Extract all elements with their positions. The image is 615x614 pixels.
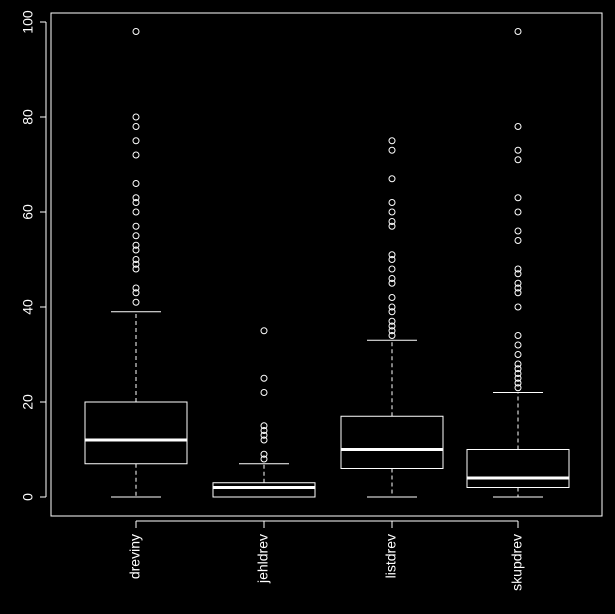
y-axis: 0 20 40 60 80 100 — [20, 10, 47, 501]
y-tick-label: 80 — [20, 109, 36, 125]
outlier-point — [260, 450, 268, 458]
outlier-point — [132, 123, 140, 130]
outlier-point — [514, 370, 522, 377]
outlier-point — [132, 241, 140, 249]
outlier-point — [260, 455, 268, 463]
outlier-point — [132, 194, 140, 202]
y-tick-label: 20 — [20, 394, 36, 410]
outlier-point — [388, 332, 396, 339]
outlier-point — [260, 422, 268, 430]
x-tick-label: jehldrev — [255, 534, 271, 584]
y-tick-label: 60 — [20, 204, 36, 220]
outlier-point — [388, 175, 396, 183]
outlier-point — [132, 232, 140, 240]
outlier-point — [388, 308, 396, 316]
box-iqr — [466, 449, 570, 488]
outlier-point — [260, 427, 268, 434]
outlier-point — [132, 265, 140, 273]
boxes — [84, 28, 570, 498]
box-group-listdrev — [340, 137, 444, 498]
outlier-point — [514, 289, 522, 297]
outlier-point — [388, 251, 396, 259]
y-tick-label: 0 — [20, 493, 36, 501]
box-iqr — [340, 415, 444, 469]
outlier-point — [132, 256, 140, 263]
outlier-point — [132, 137, 140, 145]
box-iqr — [212, 482, 316, 498]
outlier-point — [514, 156, 522, 164]
outlier-point — [260, 431, 268, 439]
box-iqr — [84, 401, 188, 465]
outlier-point — [132, 28, 140, 35]
outlier-point — [514, 284, 522, 292]
outlier-point — [514, 379, 522, 387]
box-group-skupdrev — [466, 28, 570, 498]
plot-frame — [50, 12, 603, 517]
outlier-point — [514, 265, 522, 273]
outlier-point — [514, 227, 522, 235]
outlier-point — [260, 374, 268, 382]
box-group-dreviny — [84, 28, 188, 498]
x-tick-label: listdrev — [383, 534, 399, 578]
box-group-jehldrev — [212, 327, 316, 498]
outlier-point — [388, 322, 396, 330]
outlier-point — [388, 222, 396, 230]
outlier-point — [388, 279, 396, 287]
outlier-point — [388, 303, 396, 311]
outlier-point — [514, 28, 522, 35]
outlier-point — [388, 275, 396, 282]
outlier-point — [132, 180, 140, 187]
outlier-point — [132, 208, 140, 216]
x-tick-label: skupdrev — [509, 534, 525, 591]
outlier-point — [514, 123, 522, 130]
outlier-point — [132, 246, 140, 254]
outlier-point — [388, 199, 396, 206]
outlier-point — [388, 137, 396, 145]
x-tick-label: dreviny — [127, 534, 143, 579]
outlier-point — [388, 218, 396, 225]
outlier-point — [514, 279, 522, 287]
outlier-point — [388, 208, 396, 216]
outlier-point — [514, 303, 522, 311]
outlier-point — [260, 389, 268, 396]
outlier-point — [132, 222, 140, 230]
outlier-point — [514, 341, 522, 349]
outlier-point — [514, 146, 522, 154]
outlier-point — [388, 146, 396, 154]
outlier-point — [514, 194, 522, 202]
y-tick-label: 100 — [20, 10, 36, 34]
outlier-point — [514, 365, 522, 373]
outlier-point — [514, 237, 522, 244]
outlier-point — [514, 384, 522, 392]
x-axis: dreviny jehldrev listdrev skupdrev — [127, 520, 525, 591]
outlier-point — [260, 327, 268, 335]
outlier-point — [514, 360, 522, 368]
outlier-point — [132, 199, 140, 206]
y-tick-label: 40 — [20, 299, 36, 315]
outlier-point — [132, 113, 140, 121]
outlier-point — [388, 327, 396, 335]
outlier-point — [514, 208, 522, 216]
outlier-point — [514, 374, 522, 382]
outlier-point — [132, 284, 140, 292]
outlier-point — [388, 317, 396, 325]
outlier-point — [514, 351, 522, 358]
outlier-point — [388, 294, 396, 301]
outlier-point — [514, 332, 522, 339]
outlier-point — [388, 265, 396, 273]
outlier-point — [388, 256, 396, 263]
outlier-point — [260, 436, 268, 444]
outlier-point — [132, 289, 140, 297]
outlier-point — [132, 298, 140, 306]
outlier-point — [132, 151, 140, 159]
outlier-point — [132, 260, 140, 268]
outlier-point — [514, 270, 522, 278]
